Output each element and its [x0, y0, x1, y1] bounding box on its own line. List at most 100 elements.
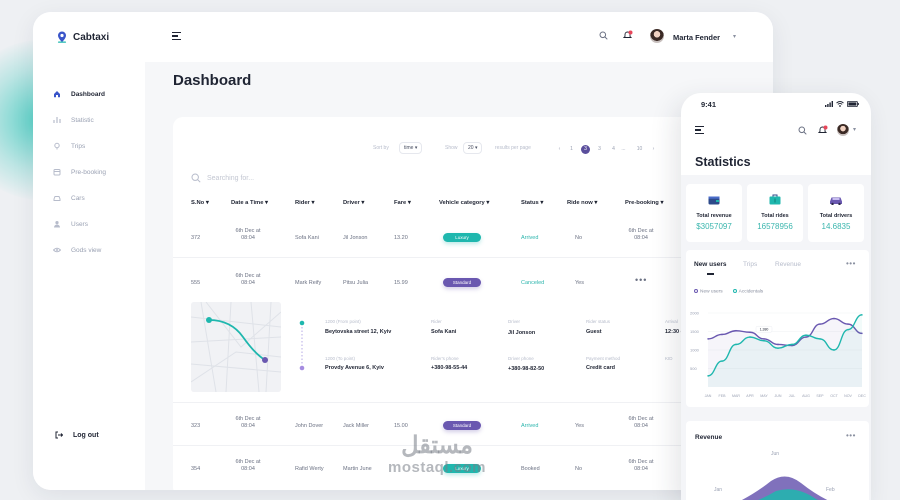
sidebar-item-trips[interactable]: Trips — [53, 133, 106, 159]
table-search[interactable]: Searching for... — [191, 173, 254, 183]
x-tick-label: DEC — [858, 394, 866, 398]
sidebar-item-pre-booking[interactable]: Pre-booking — [53, 159, 106, 185]
rider-phone-label: Rider's phone — [431, 356, 459, 361]
column-header[interactable]: Status ▾ — [521, 200, 544, 206]
notification-bell-icon[interactable] — [622, 30, 633, 41]
table-header: S.No ▾ Date a Time ▾ Rider ▾ Driver ▾ Fa… — [173, 197, 733, 211]
data-point — [819, 338, 821, 340]
column-header[interactable]: Rider ▾ — [295, 200, 315, 206]
column-header[interactable]: Vehicle category ▾ — [439, 200, 490, 206]
table-row[interactable]: 354 6th Dec at 08:04 Rafid Werty Martin J… — [173, 458, 733, 482]
page-3[interactable]: 3 — [598, 146, 601, 152]
more-options-icon[interactable]: ••• — [846, 259, 856, 268]
table-row[interactable]: 323 6th Dec at 08:04 John Dover Jack Mill… — [173, 415, 733, 439]
show-select[interactable]: 20 ▾ — [463, 142, 483, 154]
column-header[interactable]: Fare ▾ — [394, 200, 411, 206]
avatar[interactable] — [837, 124, 849, 136]
chart-tooltip-value: 1,380 — [760, 327, 769, 331]
tab-new-users[interactable]: New users — [694, 261, 727, 268]
tab-revenue[interactable]: Revenue — [775, 261, 802, 268]
data-point — [777, 347, 779, 350]
data-point — [805, 334, 807, 337]
driver-value: Jil Jonson — [508, 330, 536, 336]
chevron-down-icon[interactable]: ▾ — [853, 127, 857, 133]
revenue-area-chart[interactable]: Jun Jan Feb — [686, 441, 869, 500]
search-icon[interactable] — [599, 31, 608, 40]
logout-button[interactable]: Log out — [55, 431, 99, 439]
sidebar-item-statistic[interactable]: Statistic — [53, 107, 106, 133]
extra-label: KID — [665, 356, 673, 361]
x-tick-label: APR — [746, 394, 754, 398]
data-point — [861, 313, 863, 316]
driver-phone-label: Driver phone — [508, 356, 534, 361]
users-line-chart[interactable]: 500 1000 1500 2000 JAN FEB MAR APR MAY JUN JUL AUG S… — [686, 305, 869, 405]
row-date: 6th Dec at 08:04 — [235, 228, 261, 241]
search-input[interactable]: Searching for... — [207, 174, 255, 182]
data-point — [819, 323, 821, 325]
sort-select[interactable]: time ▾ — [399, 142, 423, 154]
mobile-menu-icon[interactable] — [695, 126, 704, 134]
user-name[interactable]: Marta Fender — [673, 33, 721, 42]
row-sno: 323 — [191, 423, 201, 429]
stat-card-rides[interactable]: Total rides 16578956 — [747, 184, 803, 242]
table-row[interactable]: 372 6th Dec at 08:04 Sofa Kani Jil Jonson… — [173, 227, 733, 251]
wallet-icon — [708, 196, 720, 205]
sidebar-item-cars[interactable]: Cars — [53, 185, 106, 211]
menu-toggle-icon[interactable] — [172, 32, 181, 40]
page-10[interactable]: 10 — [636, 146, 643, 152]
column-header[interactable]: Pre-booking ▾ — [625, 200, 664, 206]
row-sno: 555 — [191, 280, 201, 286]
data-point — [847, 323, 849, 325]
series-area — [708, 314, 862, 387]
x-tick-label: JUL — [789, 394, 795, 398]
chevron-down-icon[interactable]: ▾ — [733, 34, 737, 40]
page-4[interactable]: 4 — [612, 146, 615, 152]
from-label: 1200 (From point) — [325, 319, 361, 324]
row-fare: 15.00 — [394, 423, 408, 429]
column-header[interactable]: Date a Time ▾ — [231, 200, 268, 206]
wifi-icon — [836, 101, 844, 107]
column-header[interactable]: Ride now ▾ — [567, 200, 598, 206]
notification-bell-icon[interactable] — [817, 125, 828, 136]
sidebar-item-gods-view[interactable]: Gods view — [53, 237, 106, 263]
sort-label: Sort by — [373, 145, 389, 151]
search-icon[interactable] — [798, 126, 807, 135]
next-page-icon[interactable]: › — [652, 146, 655, 152]
briefcase-icon — [769, 194, 781, 205]
rider-status-value: Guest — [586, 329, 602, 335]
stat-card-drivers[interactable]: Total drivers 14.6835 — [808, 184, 864, 242]
table-row-expanded[interactable]: 555 6th Dec at 08:04 Mark Reify Pitsu Jul… — [173, 272, 733, 296]
row-menu-icon[interactable]: ••• — [635, 275, 648, 285]
page-ellipsis: ... — [621, 146, 626, 152]
logout-icon — [55, 431, 63, 439]
avatar[interactable] — [650, 29, 664, 43]
more-options-icon[interactable]: ••• — [846, 431, 856, 440]
column-header[interactable]: Driver ▾ — [343, 200, 365, 206]
row-driver: Pitsu Julia — [343, 280, 369, 286]
sidebar-item-label: Dashboard — [71, 90, 105, 98]
home-icon — [54, 91, 60, 98]
route-map[interactable] — [191, 302, 281, 392]
page-current[interactable]: 3 — [581, 145, 590, 154]
payment-value: Credit card — [586, 365, 616, 371]
stat-card-revenue[interactable]: Total revenue $3057097 — [686, 184, 742, 242]
trips-table-card: Sort by time ▾ Show 20 ▾ results per pag… — [173, 117, 733, 490]
row-ride-now: Yes — [575, 280, 584, 286]
sidebar-item-label: Pre-booking — [71, 168, 107, 176]
data-point — [707, 338, 709, 340]
watermark: مستقل mostaql.com — [388, 433, 486, 477]
mobile-header: 9:41 ▾ Statistics — [681, 93, 871, 175]
to-label: 1200 (To point) — [325, 356, 356, 361]
tab-trips[interactable]: Trips — [743, 261, 758, 268]
sidebar-item-dashboard[interactable]: Dashboard — [53, 81, 106, 107]
location-pin-icon — [58, 31, 66, 43]
data-point — [763, 339, 765, 342]
page-title: Dashboard — [173, 72, 252, 89]
column-header[interactable]: S.No ▾ — [191, 200, 209, 206]
prev-page-icon[interactable]: ‹ — [558, 146, 561, 152]
page-1[interactable]: 1 — [570, 146, 573, 152]
app-logo[interactable]: Cabtaxi — [57, 31, 109, 43]
row-divider — [173, 445, 733, 446]
sidebar-item-users[interactable]: Users — [53, 211, 106, 237]
row-date: 6th Dec at 08:04 — [235, 273, 261, 286]
